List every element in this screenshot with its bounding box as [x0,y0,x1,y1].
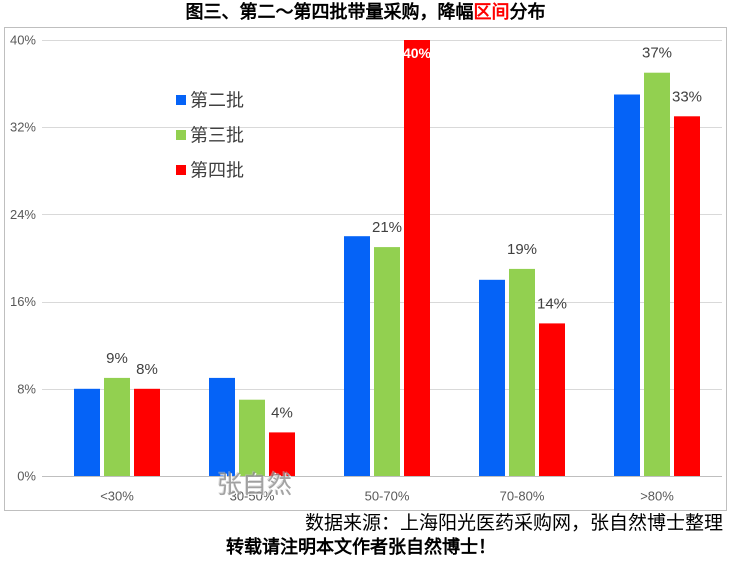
chart-border [4,27,727,511]
legend-item-1: 第二批 [176,91,244,111]
legend-label: 第二批 [190,91,244,111]
bar-s3-c2 [269,432,295,476]
y-tick-label: 8% [17,381,36,396]
bar-s1-c2 [209,377,235,476]
chart-title-prefix: 图三、第二～第四批带量采购，降幅 [185,2,474,23]
y-tick-label: 40% [10,33,36,48]
data-label: 40% [403,45,432,61]
legend-swatch [176,95,186,105]
data-label: 8% [136,361,158,378]
bar-s3-c5 [674,116,700,477]
bar-s1-c1 [74,388,100,476]
data-label: 33% [672,88,702,105]
bar-s2-c4 [509,268,535,476]
bar-s2-c1 [104,377,130,476]
bar-s2-c5 [644,72,670,476]
x-axis-category-labels: <30% 30-50% 50-70% 70-80% >80% [100,489,674,504]
data-label: 4% [271,404,293,421]
x-category-label: 50-70% [365,489,410,504]
legend-swatch [176,130,186,140]
bar-s3-c3 [404,40,430,476]
bar-s1-c4 [479,279,505,476]
watermark: 张自然 [217,470,293,499]
bar-chart: 0% 8% 16% 24% 32% 40% 9% 8% 4% 21% 40% 19% 14% 37% 33… [4,27,727,511]
legend-label: 第四批 [190,161,244,181]
y-tick-label: 0% [17,469,36,484]
data-labels: 9% 8% 4% 21% 40% 19% 14% 37% 33% [106,45,702,422]
chart-title-highlight: 区间 [473,2,510,23]
data-source-note: 数据来源：上海阳光医药采购网，张自然博士整理 [304,512,723,534]
legend-swatch [176,165,186,175]
bar-s2-c3 [374,247,400,476]
x-category-label: >80% [640,489,674,504]
legend-item-2: 第三批 [176,126,244,146]
y-tick-label: 16% [10,294,36,309]
data-label: 9% [106,350,128,367]
data-label: 37% [642,45,672,62]
data-label: 21% [372,219,402,236]
bar-s2-c2 [239,399,265,476]
bars [74,40,700,477]
legend-label: 第三批 [190,126,244,146]
x-category-label: 70-80% [500,489,545,504]
y-axis-tick-labels: 0% 8% 16% 24% 32% 40% [10,33,36,484]
y-tick-label: 24% [10,207,36,222]
data-label: 19% [507,241,537,258]
bar-s1-c5 [614,94,640,476]
chart-title-suffix: 分布 [509,2,546,23]
bar-s3-c4 [539,323,565,476]
bar-s3-c1 [134,388,160,476]
data-label: 14% [537,295,567,312]
bar-s1-c3 [344,236,370,476]
y-tick-label: 32% [10,120,36,135]
x-category-label: 30-50% [230,489,275,504]
legend-item-3: 第四批 [176,161,244,181]
x-category-label: <30% [100,489,134,504]
reprint-notice: 转载请注明本文作者张自然博士！ [226,537,496,558]
chart-title: 图三、第二～第四批带量采购，降幅区间分布 [0,1,731,25]
